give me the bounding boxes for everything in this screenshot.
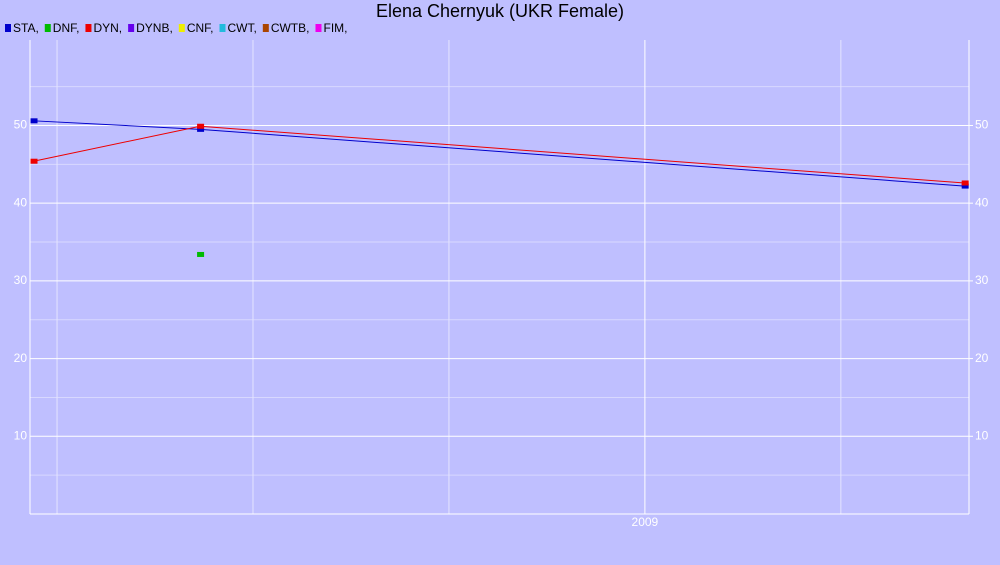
y2-tick-label: 30 [975, 273, 989, 287]
y-tick-label: 20 [14, 351, 28, 365]
y2-tick-label: 20 [975, 351, 989, 365]
point [197, 123, 205, 129]
point [961, 183, 969, 189]
legend-label: CWTB, [271, 21, 310, 35]
legend-swatch [5, 24, 11, 32]
legend-swatch [128, 24, 135, 32]
point [197, 126, 205, 132]
legend-swatch [219, 24, 226, 32]
y2-tick-label: 10 [975, 428, 989, 442]
y2-tick-label: 50 [975, 118, 989, 132]
legend-swatch [85, 24, 92, 32]
legend-label: FIM, [323, 21, 347, 35]
legend-swatch [44, 24, 51, 32]
series-line [33, 120, 965, 187]
legend-label: DYNB, [136, 21, 173, 35]
legend-label: STA, [13, 21, 39, 35]
legend-label: CNF, [187, 21, 214, 35]
x-tick-label: 2009 [632, 515, 659, 529]
y2-tick-label: 40 [975, 195, 989, 209]
legend-label: DYN, [93, 21, 122, 35]
point [197, 251, 205, 257]
legend-label: CWT, [227, 21, 256, 35]
point [961, 180, 969, 186]
y-tick-label: 30 [14, 273, 28, 287]
series-line [33, 125, 965, 184]
point [30, 158, 38, 164]
legend-swatch [178, 24, 185, 32]
y-tick-label: 10 [14, 428, 28, 442]
point [30, 118, 38, 124]
legend-label: DNF, [53, 21, 80, 35]
legend-swatch [262, 24, 269, 32]
legend-swatch [315, 24, 322, 32]
y-tick-label: 40 [14, 195, 28, 209]
chart-title: Elena Chernyuk (UKR Female) [376, 1, 624, 21]
y-tick-label: 50 [14, 118, 28, 132]
